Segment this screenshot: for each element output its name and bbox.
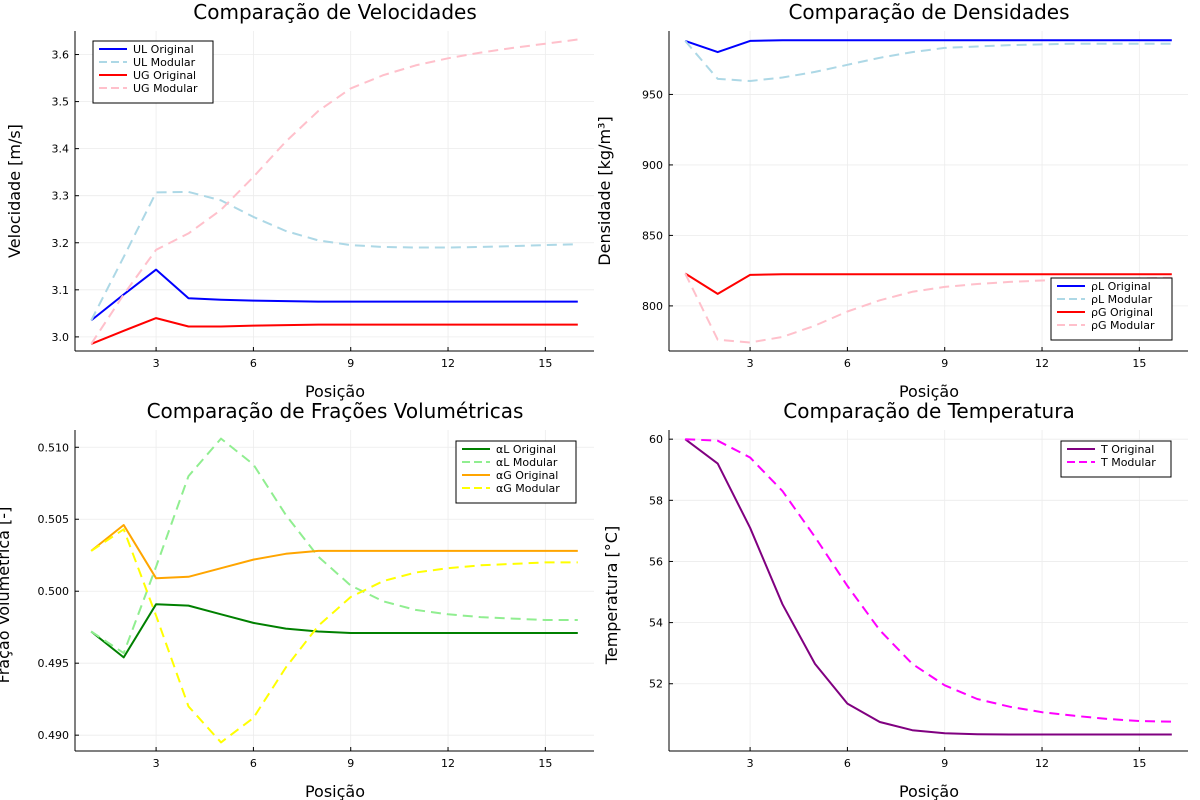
- x-tick-label: 3: [153, 757, 160, 770]
- x-tick-label: 3: [747, 757, 754, 770]
- y-tick-label: 800: [642, 300, 663, 313]
- x-tick-label: 9: [941, 757, 948, 770]
- legend-entry-label: UL Modular: [133, 56, 196, 69]
- y-axis-label: Velocidade [m/s]: [5, 124, 24, 258]
- x-tick-label: 6: [250, 357, 257, 370]
- legend-entry-label: UG Original: [133, 69, 196, 82]
- y-axis-label: Densidade [kg/m³]: [595, 116, 614, 265]
- temperature-comparison-subplot: Comparação de Temperatura Posição Temper…: [602, 399, 1188, 800]
- velocity-comparison-subplot: Comparação de Velocidades Posição Veloci…: [5, 0, 594, 401]
- y-tick-label: 0.495: [38, 657, 70, 670]
- y-tick-label: 52: [649, 678, 663, 691]
- y-tick-label: 54: [649, 617, 663, 630]
- x-tick-label: 6: [844, 357, 851, 370]
- y-axis-label: Fração Volumétrica [-]: [0, 507, 13, 684]
- x-tick-label: 15: [1132, 757, 1146, 770]
- x-tick-label: 9: [347, 757, 354, 770]
- legend-entry-label: T Original: [1100, 443, 1154, 456]
- legend-entry-label: αG Modular: [496, 482, 560, 495]
- y-tick-label: 3.6: [52, 49, 70, 62]
- x-tick-label: 3: [153, 357, 160, 370]
- series-line-ul-original: [90, 268, 578, 322]
- y-tick-label: 0.490: [38, 729, 70, 742]
- x-tick-label: 6: [844, 757, 851, 770]
- legend-entry-label: ρG Modular: [1091, 319, 1155, 332]
- x-tick-label: 15: [538, 357, 552, 370]
- subplot-title: Comparação de Velocidades: [193, 0, 476, 24]
- legend-entry-label: UG Modular: [133, 82, 198, 95]
- legend-box: [455, 440, 577, 504]
- x-axis-label: Posição: [305, 782, 365, 800]
- x-tick-label: 12: [1035, 757, 1049, 770]
- legend-entry-label: UL Original: [133, 43, 194, 56]
- legend-entry-label: ρL Modular: [1091, 293, 1153, 306]
- y-tick-label: 3.4: [52, 143, 70, 156]
- x-axis-label: Posição: [899, 382, 959, 401]
- x-tick-label: 9: [941, 357, 948, 370]
- legend-entry-label: αL Original: [496, 443, 556, 456]
- series-line-t-original: [684, 438, 1172, 736]
- legend-box: [1050, 277, 1173, 341]
- series-line-ρl-modular: [684, 40, 1172, 82]
- x-tick-label: 12: [441, 757, 455, 770]
- x-axis-label: Posição: [899, 782, 959, 800]
- series-line-ug-original: [90, 317, 578, 345]
- series-line-αg-modular: [90, 528, 578, 744]
- x-axis-label: Posição: [305, 382, 365, 401]
- legend-box: [1060, 440, 1172, 478]
- y-tick-label: 3.2: [52, 237, 70, 250]
- series-line-αl-modular: [90, 437, 578, 655]
- y-tick-label: 950: [642, 88, 663, 101]
- x-tick-label: 3: [747, 357, 754, 370]
- subplot-title: Comparação de Densidades: [788, 0, 1069, 24]
- series-line-ug-modular: [90, 38, 578, 345]
- subplot-title: Comparação de Frações Volumétricas: [147, 399, 524, 423]
- density-comparison-subplot: Comparação de Densidades Posição Densida…: [595, 0, 1188, 401]
- y-tick-label: 3.1: [52, 284, 70, 297]
- legend-entry-label: αG Original: [496, 469, 558, 482]
- legend-box: [92, 40, 214, 104]
- series-line-αg-original: [90, 524, 578, 580]
- legend-entry-label: αL Modular: [496, 456, 558, 469]
- y-tick-label: 0.510: [38, 441, 70, 454]
- series-line-t-modular: [685, 438, 1172, 723]
- x-tick-label: 6: [250, 757, 257, 770]
- series-line-αl-original: [90, 603, 578, 659]
- series-line-ρg-original: [684, 272, 1172, 295]
- y-tick-label: 0.505: [38, 513, 70, 526]
- y-tick-label: 900: [642, 159, 663, 172]
- y-tick-label: 3.0: [52, 331, 70, 344]
- x-tick-label: 15: [538, 757, 552, 770]
- y-tick-label: 58: [649, 494, 663, 507]
- subplot-title: Comparação de Temperatura: [783, 399, 1074, 423]
- legend-entry-label: ρG Original: [1091, 306, 1153, 319]
- y-tick-label: 60: [649, 433, 663, 446]
- x-tick-label: 9: [347, 357, 354, 370]
- y-tick-label: 3.5: [52, 96, 70, 109]
- y-tick-label: 56: [649, 555, 663, 568]
- x-tick-label: 12: [441, 357, 455, 370]
- legend-entry-label: ρL Original: [1091, 280, 1151, 293]
- volume-fraction-comparison-subplot: Comparação de Frações Volumétricas Posiç…: [0, 399, 594, 800]
- legend-entry-label: T Modular: [1100, 456, 1156, 469]
- y-tick-label: 3.3: [52, 190, 70, 203]
- y-tick-label: 0.500: [38, 585, 70, 598]
- x-tick-label: 12: [1035, 357, 1049, 370]
- series-line-ρl-original: [684, 39, 1172, 54]
- y-tick-label: 850: [642, 229, 663, 242]
- y-axis-label: Temperatura [°C]: [602, 526, 621, 665]
- x-tick-label: 15: [1132, 357, 1146, 370]
